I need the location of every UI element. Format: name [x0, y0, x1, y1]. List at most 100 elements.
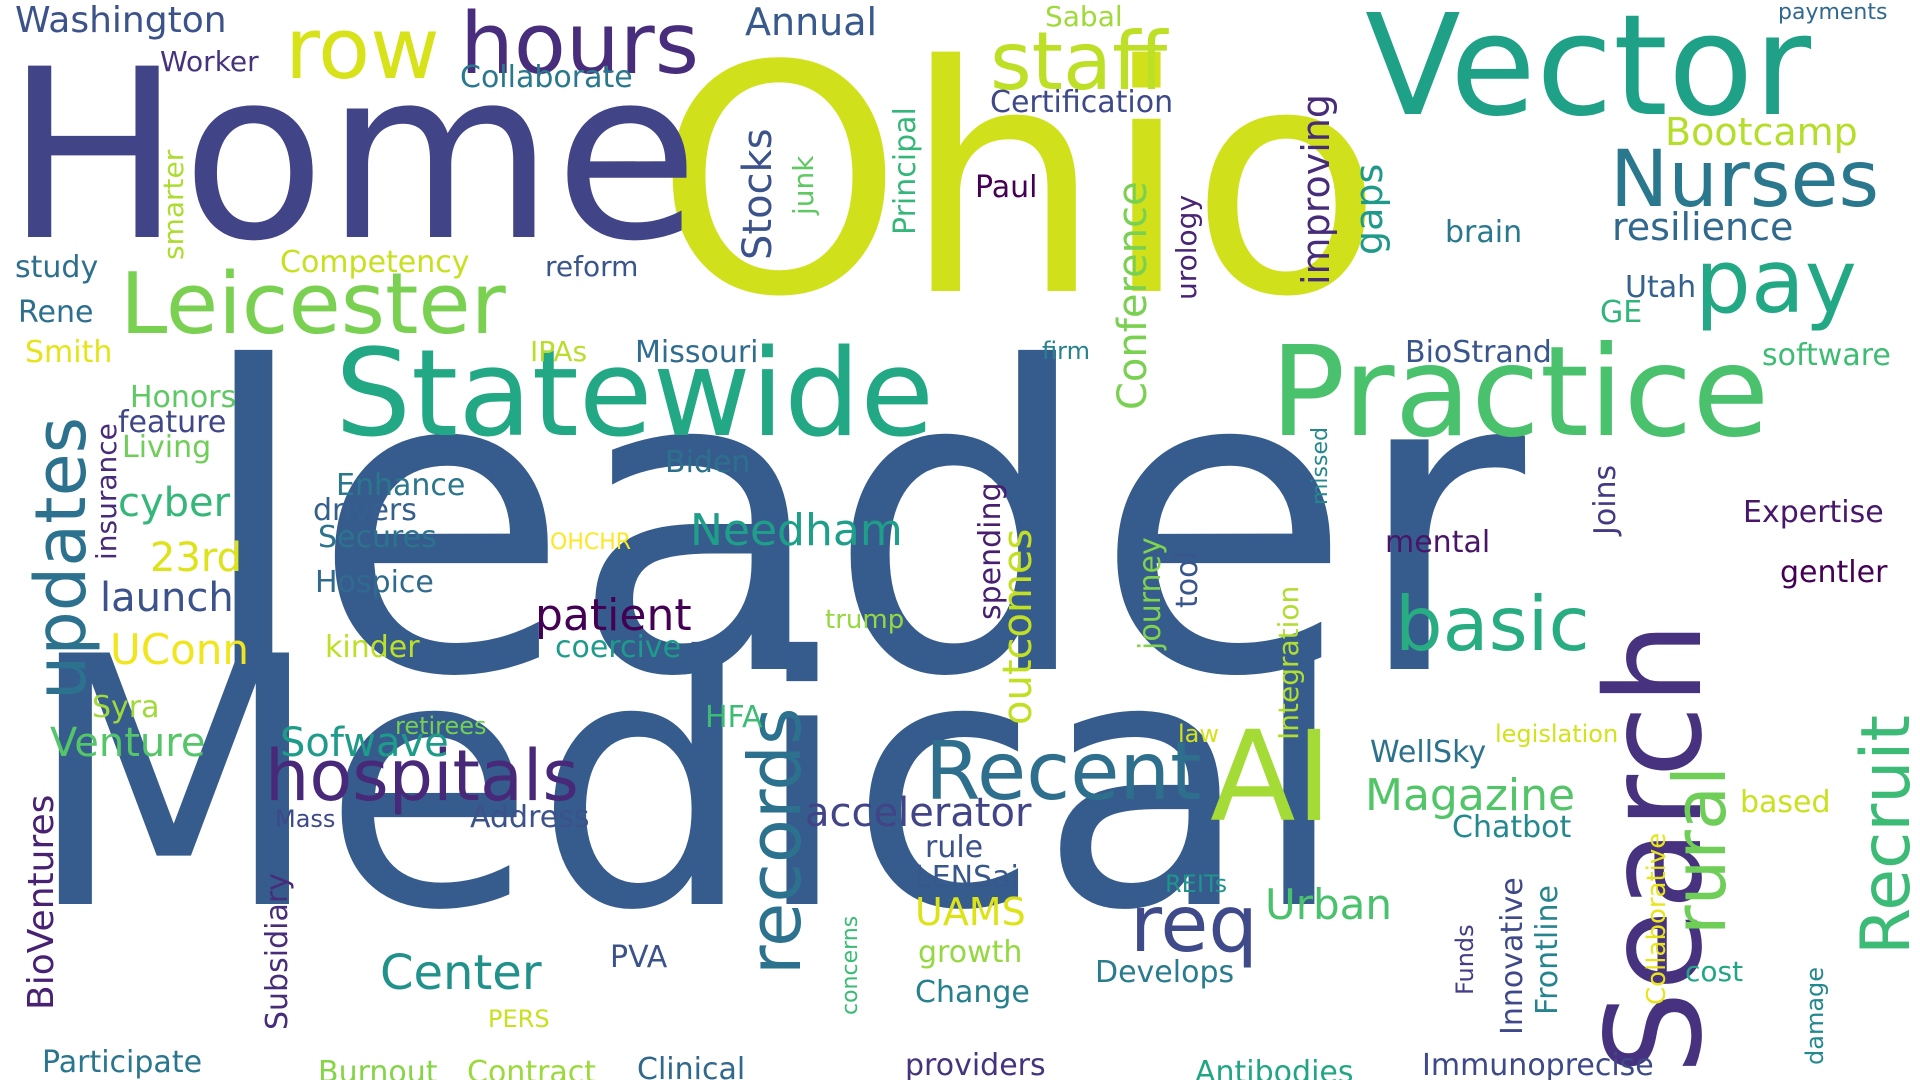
word-mental: mental: [1385, 525, 1490, 560]
word-journey: journey: [1133, 537, 1168, 651]
word-practice: Practice: [1270, 320, 1769, 465]
word-firm: firm: [1042, 337, 1090, 365]
word-hospice: Hospice: [315, 565, 434, 600]
word-resilience: resilience: [1612, 205, 1793, 249]
word-urology: urology: [1170, 195, 1203, 300]
word-reits: REITs: [1165, 870, 1227, 898]
word-burnout: Burnout: [318, 1055, 438, 1080]
word-rural: rural: [1658, 766, 1742, 935]
word-integration: Integration: [1272, 586, 1305, 740]
word-funds: Funds: [1451, 924, 1479, 995]
word-ohchr: OHCHR: [550, 530, 631, 555]
word-ipas: IPAs: [530, 335, 587, 368]
word-reform: reform: [545, 250, 638, 283]
word-outcomes: outcomes: [995, 529, 1041, 725]
word-payments: payments: [1778, 0, 1887, 25]
word-search: Search: [1578, 622, 1732, 1076]
word-address: Address: [470, 800, 589, 835]
word-subsidiary: Subsidiary: [260, 873, 295, 1030]
word-change: Change: [915, 975, 1030, 1010]
word-mass: Mass: [275, 805, 335, 833]
word-living: Living: [122, 430, 211, 465]
word-hfa: HFA: [705, 700, 763, 735]
word-annual: Annual: [745, 0, 877, 44]
word-missouri: Missouri: [635, 335, 759, 370]
word-updates: updates: [20, 417, 102, 700]
word-basic: basic: [1395, 580, 1590, 668]
word-innovative: Innovative: [1495, 877, 1530, 1035]
word-gentler: gentler: [1780, 555, 1888, 590]
word-worker: Worker: [160, 45, 259, 78]
word-missed: missed: [1308, 427, 1333, 505]
word-spending: spending: [973, 482, 1008, 620]
word-conference: Conference: [1110, 181, 1156, 410]
word-gaps: gaps: [1347, 164, 1391, 255]
word-study: study: [15, 250, 98, 285]
word-magazine: Magazine: [1365, 770, 1575, 821]
word-improving: improving: [1294, 94, 1338, 285]
word-biostrand: BioStrand: [1405, 335, 1552, 370]
word-joins: Joins: [1588, 465, 1623, 537]
word-rene: Rene: [18, 295, 93, 330]
word-concerns: concerns: [838, 916, 863, 1015]
word-ai: AI: [1210, 705, 1332, 850]
word-feature: feature: [118, 405, 226, 440]
word-enhance: Enhance: [336, 468, 465, 503]
word-principal: Principal: [888, 107, 923, 235]
word-rule: rule: [925, 830, 983, 865]
word-clinical: Clinical: [637, 1052, 745, 1080]
word-medical: Medical: [25, 585, 1347, 986]
word-participate: Participate: [42, 1045, 202, 1080]
word-records: records: [733, 707, 817, 975]
word-contract: Contract: [467, 1055, 596, 1080]
word-uams: UAMS: [915, 890, 1026, 934]
word-sofwave: Sofwave: [280, 720, 449, 766]
word-bootcamp: Bootcamp: [1665, 110, 1858, 154]
word-recruit: Recruit: [1847, 715, 1920, 955]
word-collaborate: Collaborate: [460, 60, 633, 95]
word-statewide: Statewide: [335, 325, 934, 464]
word-staff: staff: [990, 15, 1169, 108]
word-pers: PERS: [488, 1005, 550, 1033]
word-row: row: [285, 0, 440, 99]
word-chatbot: Chatbot: [1452, 810, 1572, 845]
word-junk: junk: [787, 155, 820, 216]
word-hours: hours: [460, 0, 699, 94]
word-paul: Paul: [975, 170, 1037, 205]
word-cost: cost: [1685, 955, 1743, 988]
word-biden: Biden: [665, 445, 750, 480]
word-collaborative: Collaborative: [1642, 833, 1672, 1005]
word-cyber: cyber: [118, 480, 231, 526]
word-based: based: [1740, 785, 1831, 820]
word-law: law: [1178, 720, 1219, 748]
word-secures: Secures: [318, 520, 437, 555]
word-frontline: Frontline: [1530, 885, 1565, 1015]
word-ohio: Ohio: [655, 0, 1383, 366]
word-syra: Syra: [92, 690, 160, 725]
word-kinder: kinder: [325, 630, 420, 665]
word-competency: Competency: [280, 245, 470, 280]
word-launch: launch: [100, 575, 234, 621]
word-trump: trump: [825, 605, 904, 635]
word-ge: GE: [1600, 295, 1642, 330]
word-wellsky: WellSky: [1370, 735, 1486, 770]
word-honors: Honors: [130, 380, 236, 415]
word-lensai: LENSai: [915, 860, 1019, 895]
word-damage: damage: [1801, 967, 1829, 1065]
word-certification: Certification: [990, 85, 1173, 120]
word-pay: pay: [1695, 230, 1857, 333]
word-smith: Smith: [25, 335, 112, 370]
word-center: Center: [380, 945, 542, 1001]
word-sabal: Sabal: [1045, 0, 1123, 33]
word-insurance: insurance: [90, 423, 123, 560]
word-recent: Recent: [925, 725, 1201, 818]
word-vector: Vector: [1365, 0, 1812, 148]
word-23rd: 23rd: [150, 535, 242, 581]
word-antibodies: Antibodies: [1195, 1055, 1354, 1080]
word-patient: patient: [535, 590, 692, 641]
word-leicester: Leicester: [120, 255, 506, 354]
word-providers: providers: [905, 1048, 1046, 1080]
word-stocks: Stocks: [735, 128, 781, 260]
